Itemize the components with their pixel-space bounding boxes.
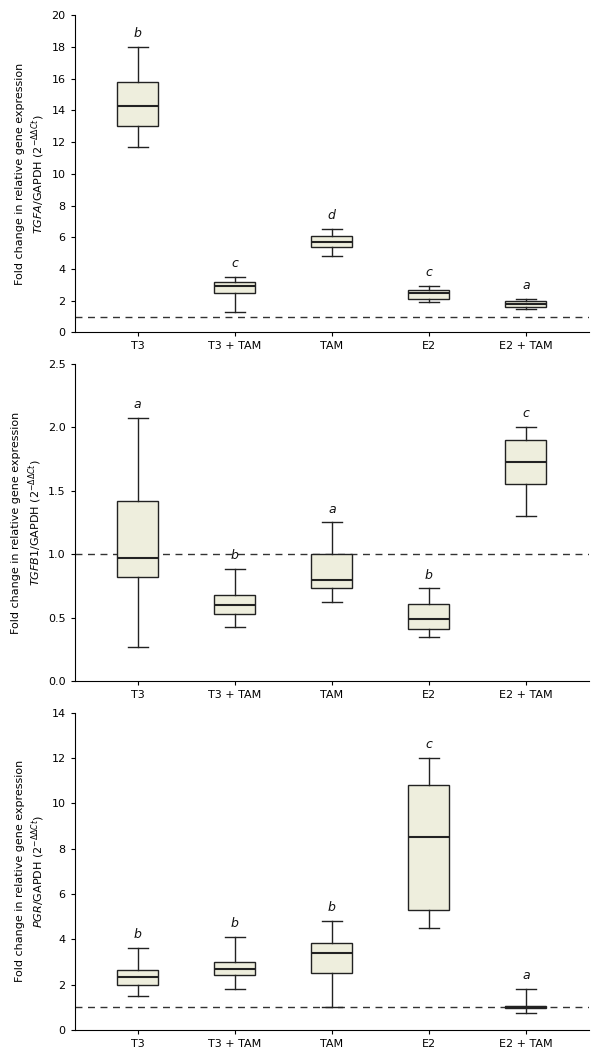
Y-axis label: Fold change in relative gene expression
$\it{TGFA}$/GAPDH (2$^{−ΔΔCt}$): Fold change in relative gene expression … xyxy=(15,63,47,285)
PathPatch shape xyxy=(311,554,352,588)
Text: b: b xyxy=(328,901,336,914)
PathPatch shape xyxy=(311,942,352,973)
Text: b: b xyxy=(231,917,239,930)
Text: c: c xyxy=(425,266,432,280)
Text: b: b xyxy=(134,929,142,941)
Y-axis label: Fold change in relative gene expression
$\it{TGFB1}$/GAPDH (2$^{−ΔΔCt}$): Fold change in relative gene expression … xyxy=(11,411,44,634)
PathPatch shape xyxy=(505,440,546,484)
Text: a: a xyxy=(134,399,142,411)
PathPatch shape xyxy=(214,282,255,293)
PathPatch shape xyxy=(118,82,158,126)
Text: b: b xyxy=(425,568,433,582)
PathPatch shape xyxy=(214,595,255,614)
PathPatch shape xyxy=(505,301,546,307)
Text: c: c xyxy=(523,407,529,421)
Text: b: b xyxy=(134,26,142,40)
PathPatch shape xyxy=(311,235,352,247)
PathPatch shape xyxy=(118,970,158,985)
Y-axis label: Fold change in relative gene expression
$\it{PGR}$/GAPDH (2$^{−ΔΔCt}$): Fold change in relative gene expression … xyxy=(15,760,47,983)
PathPatch shape xyxy=(214,961,255,975)
Text: b: b xyxy=(231,549,239,563)
PathPatch shape xyxy=(118,501,158,577)
PathPatch shape xyxy=(505,1006,546,1008)
Text: a: a xyxy=(522,279,530,293)
PathPatch shape xyxy=(409,785,449,909)
Text: a: a xyxy=(328,502,335,515)
Text: c: c xyxy=(232,257,238,270)
Text: d: d xyxy=(328,209,336,223)
PathPatch shape xyxy=(409,289,449,299)
PathPatch shape xyxy=(409,604,449,630)
Text: a: a xyxy=(522,969,530,982)
Text: c: c xyxy=(425,738,432,750)
